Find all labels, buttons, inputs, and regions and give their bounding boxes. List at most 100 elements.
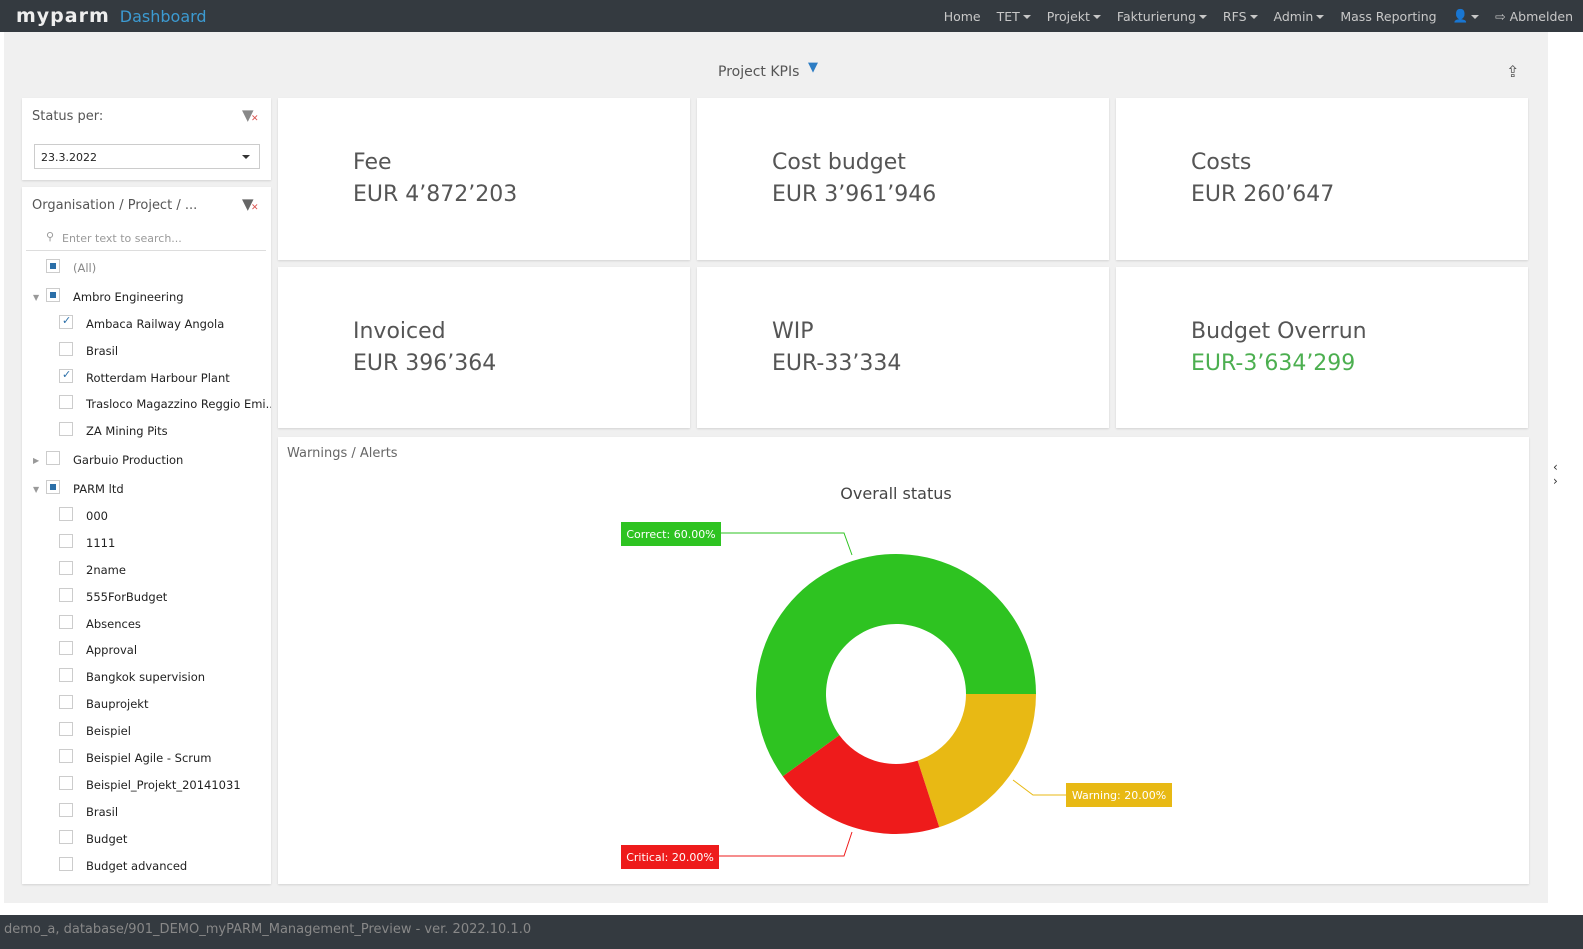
tree-checkbox[interactable] [59,533,73,548]
tree-item[interactable]: ZA Mining Pits [22,420,271,447]
tree-item[interactable]: Brasil [22,801,271,828]
tree-item[interactable]: Ambaca Railway Angola [22,313,271,340]
tree-checkbox[interactable] [46,451,60,466]
tree-checkbox[interactable] [59,614,73,629]
tree-item-label: 2name [86,562,126,577]
kpi-card-costs: Costs EUR 260’647 [1116,98,1528,260]
tree-item[interactable]: 000 [22,505,271,532]
tree-checkbox[interactable] [59,829,73,844]
side-panel-toggle[interactable]: ‹ › [1553,460,1558,488]
collapse-icon[interactable]: ▼ [33,292,40,302]
tree-item[interactable]: Beispiel Agile - Scrum [22,747,271,774]
tree-item-label: Brasil [86,343,119,358]
filter-icon[interactable]: ▼ [808,60,818,75]
tree-checkbox[interactable] [59,422,73,437]
tree-checkbox[interactable] [59,722,73,737]
tree-search-input[interactable]: ⚲ Enter text to search... [26,227,266,251]
tree-item[interactable]: Bauprojekt [22,693,271,720]
kpi-value: EUR 4’872’203 [353,182,518,207]
clear-filter-icon[interactable]: ▼ ✕ [242,195,259,213]
tree-item-label: Rotterdam Harbour Plant [86,370,230,385]
nav-mass-reporting[interactable]: Mass Reporting [1340,8,1437,24]
kpi-title: Invoiced [353,319,446,344]
tree-item-label: Ambaca Railway Angola [86,316,225,331]
kpi-title: Budget Overrun [1191,319,1367,344]
tree-checkbox[interactable] [59,802,73,817]
tree-item[interactable]: ▼ Ambro Engineering [22,286,271,313]
tree-item[interactable]: 2name [22,559,271,586]
tree-item[interactable]: Bangkok supervision [22,666,271,693]
tree-checkbox[interactable] [59,641,73,656]
tree-item-label: Beispiel_Projekt_20141031 [86,777,241,792]
search-icon: ⚲ [46,230,55,243]
myparm-logo[interactable]: myparm [16,5,110,27]
kpi-value: EUR-3’634’299 [1191,351,1356,376]
slice-correct[interactable] [756,553,1036,777]
tree-checkbox[interactable] [59,668,73,683]
tree-item[interactable]: Rotterdam Harbour Plant [22,367,271,394]
tree-item[interactable]: Budget advanced [22,855,271,882]
status-date-select[interactable]: 23.3.2022 [34,144,260,169]
slice-warning[interactable] [917,694,1036,828]
tree-item[interactable]: Beispiel [22,720,271,747]
data-label-box [621,522,721,546]
logout-icon: ⇨ [1495,8,1506,24]
tree-checkbox[interactable] [59,856,73,871]
tree-item[interactable]: Brasil [22,340,271,367]
tree-item-label: Ambro Engineering [73,289,184,304]
tree-item[interactable]: ▶ Garbuio Production [22,449,271,476]
tree-item[interactable]: ▼ PARM ltd [22,478,271,505]
nav-projekt[interactable]: Projekt [1047,9,1101,24]
tree-item[interactable]: Trasloco Magazzino Reggio Emi... [22,393,271,420]
tree-checkbox[interactable] [59,395,73,410]
clear-filter-icon[interactable]: ▼ ✕ [242,106,259,124]
tree-item-label: Absences [86,616,141,631]
tree-item[interactable]: (All) [22,257,271,284]
tree-checkbox[interactable] [59,587,73,602]
tree-checkbox[interactable] [59,695,73,710]
tree-item-label: (All) [73,261,97,275]
logout-label: Abmelden [1509,8,1573,24]
kpi-title: Costs [1191,150,1252,175]
tree-checkbox[interactable] [59,775,73,790]
export-icon[interactable]: ⇪ [1506,62,1520,81]
tree-item-label: PARM ltd [73,482,124,497]
nav-tet[interactable]: TET [997,9,1031,24]
nav-admin[interactable]: Admin [1274,9,1325,24]
tree-checkbox[interactable] [46,480,60,495]
nav-home[interactable]: Home [943,8,981,24]
tree-checkbox[interactable] [59,507,73,522]
data-label: Correct: 60.00% [626,528,715,541]
tree-item[interactable]: Budget [22,828,271,855]
tree-item[interactable]: 1111 [22,532,271,559]
org-tree: (All) ▼ Ambro Engineering Ambaca Railway An… [22,257,271,881]
kpi-card-fee: Fee EUR 4’872’203 [278,98,690,260]
tree-item[interactable]: Absences [22,613,271,640]
kpi-value: EUR 3’961’946 [772,182,937,207]
tree-checkbox[interactable] [59,368,73,383]
tree-item-label: Approval [86,643,138,658]
tree-checkbox[interactable] [59,314,73,329]
kpi-title: Fee [353,150,392,175]
collapse-icon[interactable]: ▼ [33,485,40,495]
user-menu-icon[interactable]: 👤 [1453,8,1480,24]
tree-checkbox[interactable] [59,749,73,764]
app-title: Dashboard [119,6,207,26]
tree-item-label: Beispiel Agile - Scrum [86,751,212,766]
expand-icon[interactable]: ▶ [33,456,40,466]
page-title: Project KPIs [718,64,800,80]
slice-critical[interactable] [782,735,940,834]
tree-checkbox[interactable] [59,341,73,356]
tree-item[interactable]: Approval [22,639,271,666]
tree-item[interactable]: Beispiel_Projekt_20141031 [22,774,271,801]
tree-checkbox[interactable] [59,560,73,575]
nav-fakturierung[interactable]: Fakturierung [1117,9,1207,24]
logout-button[interactable]: ⇨ Abmelden [1495,9,1573,24]
data-label: Critical: 20.00% [626,851,714,864]
tree-checkbox[interactable] [46,287,60,302]
nav-rfs[interactable]: RFS [1223,9,1258,24]
tree-item[interactable]: 555ForBudget [22,586,271,613]
leader-line [1012,779,1066,796]
tree-item-label: Beispiel [86,724,131,739]
tree-checkbox[interactable] [46,259,60,273]
